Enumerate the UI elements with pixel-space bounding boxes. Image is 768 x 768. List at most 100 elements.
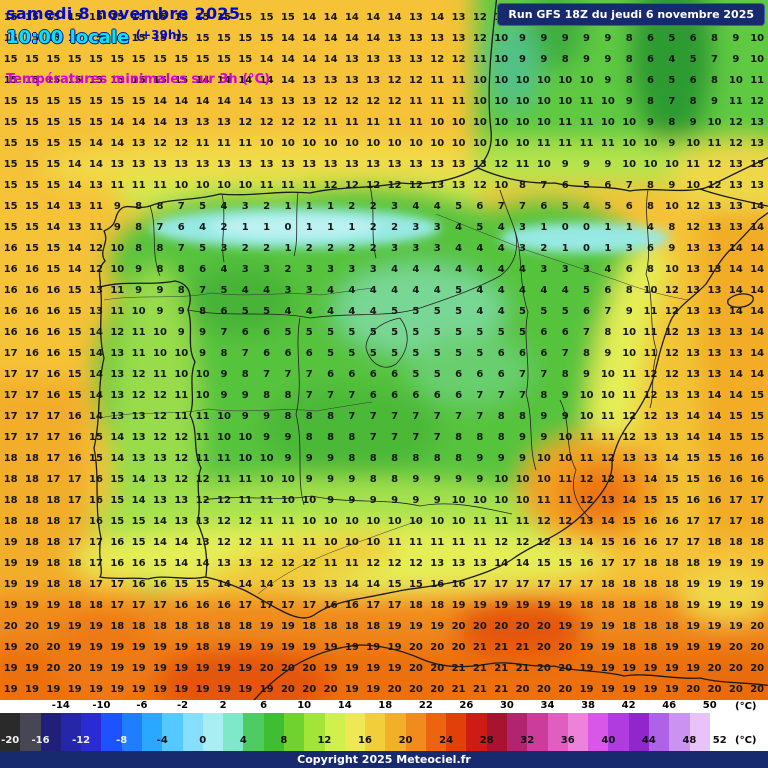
temp-row: 18 18 17 17 16 15 14 13 12 12 11 11 10 10 9 9 9 8 8 9 9 9 9 10 1…	[0, 471, 768, 488]
temp-value: 10	[664, 201, 679, 212]
legend-color-cell	[385, 732, 406, 751]
temp-value: 9	[369, 495, 377, 506]
temp-value: 10	[579, 75, 594, 86]
temp-value: 15	[25, 96, 39, 107]
temp-value: 13	[216, 558, 231, 569]
temp-value: 13	[131, 159, 146, 170]
temp-value: 2	[391, 222, 399, 233]
temp-value: 4	[199, 222, 207, 233]
temp-value: 15	[89, 96, 103, 107]
temp-value: 11	[174, 390, 189, 401]
temp-value: 19	[579, 663, 594, 674]
temp-value: 14	[153, 96, 167, 107]
temp-value: 4	[476, 243, 484, 254]
temp-value: 9	[540, 54, 548, 65]
temp-value: 13	[131, 138, 146, 149]
temp-value: 10	[515, 474, 530, 485]
temp-value: 14	[110, 432, 125, 443]
color-scale-legend: -14 -10 -6 -2 2 6 10 14 18 22 26 30 34 38 42 46 50 (°C) …	[0, 700, 768, 751]
temp-value: 20	[302, 663, 317, 674]
temp-value: 6	[476, 369, 484, 380]
temp-value: 14	[366, 12, 381, 23]
temp-value: 7	[561, 348, 569, 359]
temp-value: 19	[707, 579, 722, 590]
temp-value: 15	[3, 54, 18, 65]
temp-value: 9	[732, 54, 740, 65]
temp-value: 6	[199, 264, 207, 275]
temp-value: 15	[67, 75, 82, 86]
temp-value: 11	[344, 558, 359, 569]
temp-value: 15	[67, 12, 82, 23]
temp-value: 19	[344, 642, 359, 653]
legend-tick-label: 14	[337, 700, 352, 711]
temp-value: 12	[707, 159, 722, 170]
temp-value: 9	[583, 33, 590, 44]
temp-value: 12	[600, 474, 615, 485]
temp-value: 3	[220, 243, 228, 254]
temp-value: 10	[515, 75, 530, 86]
temp-value: 16	[67, 411, 82, 422]
legend-color-cell	[365, 713, 386, 732]
temp-value: 14	[302, 12, 317, 23]
temp-value: 11	[89, 222, 103, 233]
temp-value: 13	[686, 369, 701, 380]
temp-value: 15	[67, 327, 82, 338]
temp-value: 10	[472, 117, 487, 128]
temp-value: 12	[472, 180, 487, 191]
temp-value: 18	[728, 537, 743, 548]
temp-value: 12	[238, 537, 253, 548]
temp-value: 21	[451, 663, 466, 674]
temp-value: 19	[686, 663, 701, 674]
temp-value: 15	[67, 369, 82, 380]
temp-value: 18	[600, 600, 615, 611]
temp-value: 15	[3, 96, 18, 107]
temp-row: 16 15 15 14 12 10 8 8 7 5 3 2 2 1 2 2 2 2 3 3 3 4 4 4 3 2 1 0 1 3 6 9 13…	[0, 240, 768, 257]
temp-value: 14	[280, 33, 295, 44]
temp-value: 19	[600, 663, 615, 674]
temp-value: 10	[216, 180, 231, 191]
temp-value: 20	[451, 642, 466, 653]
temp-value: 1	[604, 243, 612, 254]
temp-value: 5	[369, 348, 377, 359]
temp-value: 12	[472, 33, 487, 44]
temp-value: 1	[284, 201, 292, 212]
temp-value: 8	[199, 306, 207, 317]
temp-value: 11	[89, 201, 103, 212]
temp-value: 13	[153, 495, 167, 506]
temp-value: 5	[561, 201, 569, 212]
temp-value: 15	[46, 180, 61, 191]
temp-value: 13	[174, 495, 189, 506]
legend-color-cell	[649, 732, 670, 751]
temp-value: 20	[707, 684, 722, 695]
temp-value: 11	[451, 96, 466, 107]
temp-value: 9	[540, 411, 548, 422]
temp-value: 11	[366, 117, 381, 128]
temp-value: 14	[195, 96, 210, 107]
legend-color-cell	[486, 732, 508, 751]
temp-row: 16 16 15 14 12 10 9 8 8 6 4 3 3 2 3 3 3 3 4 4 4 4 4 4 4 3 3 3 4 6 8 10 1…	[0, 261, 768, 278]
legend-top-labels: -14 -10 -6 -2 2 6 10 14 18 22 26 30 34 38 42 46 50	[0, 700, 730, 713]
legend-tick-label: -10	[92, 700, 111, 711]
temp-value: 13	[707, 201, 722, 212]
temp-value: 12	[302, 117, 317, 128]
temp-value: 3	[625, 243, 633, 254]
temp-value: 11	[515, 516, 530, 527]
legend-tick-label: 0	[199, 735, 207, 746]
temp-value: 13	[302, 579, 317, 590]
temp-value: 12	[643, 411, 658, 422]
legend-color-cell	[182, 713, 203, 732]
temp-value: 20	[536, 684, 551, 695]
temp-value: 16	[3, 264, 18, 275]
temp-value: 15	[110, 54, 125, 65]
temp-value: 10	[686, 138, 701, 149]
temp-value: 9	[540, 33, 548, 44]
temp-value: 12	[536, 516, 551, 527]
temp-value: 7	[156, 222, 164, 233]
temp-value: 15	[131, 96, 146, 107]
temp-value: 16	[110, 558, 125, 569]
temp-value: 15	[46, 159, 61, 170]
temp-value: 6	[647, 54, 654, 65]
temp-value: 12	[366, 180, 381, 191]
temp-value: 12	[153, 138, 167, 149]
temp-value: 16	[174, 600, 189, 611]
